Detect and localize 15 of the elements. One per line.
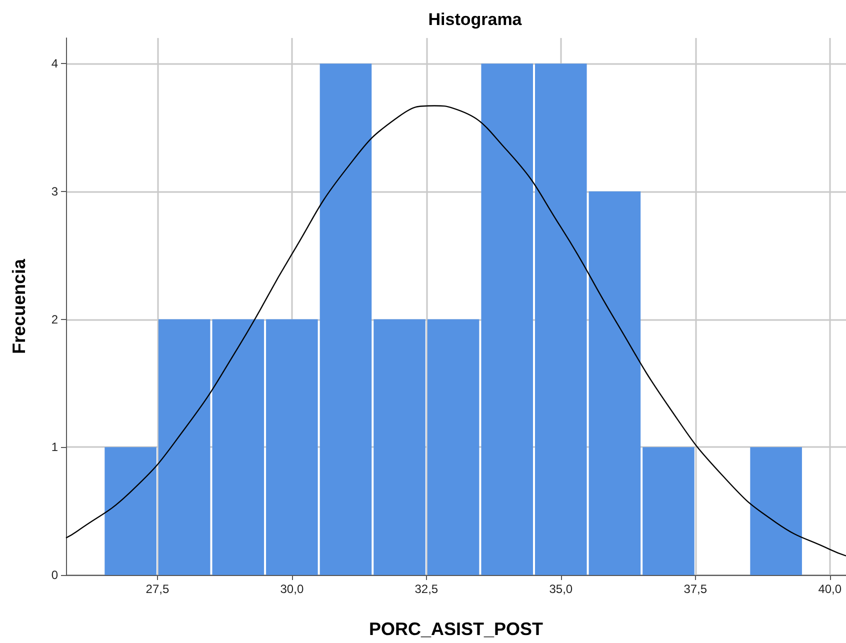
y-tick-label: 3	[51, 184, 58, 198]
y-tick-label: 2	[51, 312, 58, 326]
x-tick-label: 40,0	[818, 582, 842, 596]
y-tick-label: 4	[51, 56, 58, 71]
y-tick-label: 0	[51, 568, 58, 582]
y-tick-label: 1	[51, 440, 58, 454]
x-tick-label: 35,0	[549, 582, 573, 596]
x-tick-label: 27,5	[146, 582, 170, 596]
line-series	[65, 105, 846, 556]
x-tick-label: 30,0	[280, 582, 304, 596]
chart-title: Histograma	[428, 10, 522, 29]
x-axis-title: PORC_ASIST_POST	[368, 619, 544, 639]
x-tick-label: 32,5	[414, 582, 438, 596]
y-axis-title: Frecuencia	[9, 258, 29, 354]
x-tick-label: 37,5	[684, 582, 708, 596]
